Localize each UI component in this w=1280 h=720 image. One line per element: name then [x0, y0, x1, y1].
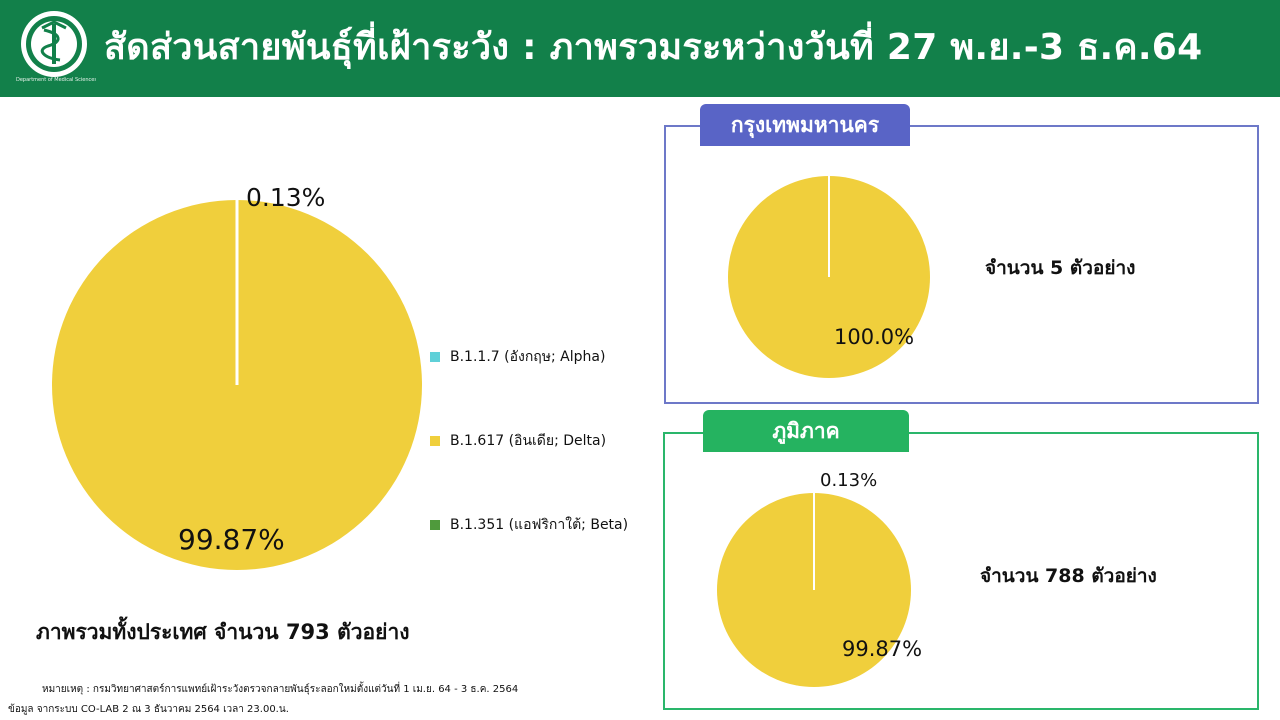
region-pie-chart — [717, 493, 911, 687]
national-alpha-percent: 0.13% — [246, 183, 326, 212]
legend-swatch-alpha — [430, 352, 440, 362]
region-panel — [663, 432, 1259, 710]
bangkok-sample-count: จำนวน 5 ตัวอย่าง — [985, 257, 1136, 279]
legend-item-beta: B.1.351 (แอฟริกาใต้; Beta) — [430, 514, 628, 536]
legend-item-alpha: B.1.1.7 (อังกฤษ; Alpha) — [430, 346, 605, 368]
bangkok-panel — [664, 125, 1259, 404]
page-title: สัดส่วนสายพันธุ์ที่เฝ้าระวัง : ภาพรวมระห… — [104, 27, 1203, 68]
chart-legend: B.1.1.7 (อังกฤษ; Alpha) B.1.617 (อินเดีย… — [430, 340, 670, 550]
bangkok-pie-chart — [728, 176, 930, 378]
national-delta-percent: 99.87% — [178, 523, 285, 556]
legend-item-delta: B.1.617 (อินเดีย; Delta) — [430, 430, 606, 452]
region-alpha-percent: 0.13% — [820, 470, 878, 491]
footnote: หมายเหตุ : กรมวิทยาศาสตร์การแพทย์เฝ้าระว… — [42, 684, 519, 695]
bangkok-delta-percent: 100.0% — [834, 325, 915, 349]
legend-swatch-beta — [430, 520, 440, 530]
department-logo-icon — [21, 11, 87, 77]
legend-label-delta: B.1.617 (อินเดีย; Delta) — [450, 433, 607, 449]
data-source: ข้อมูล จากระบบ CO-LAB 2 ณ 3 ธันวาคม 2564… — [8, 704, 289, 715]
legend-swatch-delta — [430, 436, 440, 446]
national-pie-chart — [52, 200, 422, 570]
logo-subtitle: Department of Medical Sciences — [16, 77, 96, 83]
region-tab: ภูมิภาค — [703, 410, 909, 452]
national-sample-count: ภาพรวมทั้งประเทศ จำนวน 793 ตัวอย่าง — [36, 620, 410, 644]
header-bar: Department of Medical Sciences สัดส่วนสา… — [0, 0, 1280, 97]
legend-label-beta: B.1.351 (แอฟริกาใต้; Beta) — [450, 517, 629, 533]
region-sample-count: จำนวน 788 ตัวอย่าง — [980, 565, 1157, 587]
region-delta-percent: 99.87% — [842, 637, 923, 661]
legend-label-alpha: B.1.1.7 (อังกฤษ; Alpha) — [450, 349, 606, 365]
bangkok-tab: กรุงเทพมหานคร — [700, 104, 910, 146]
